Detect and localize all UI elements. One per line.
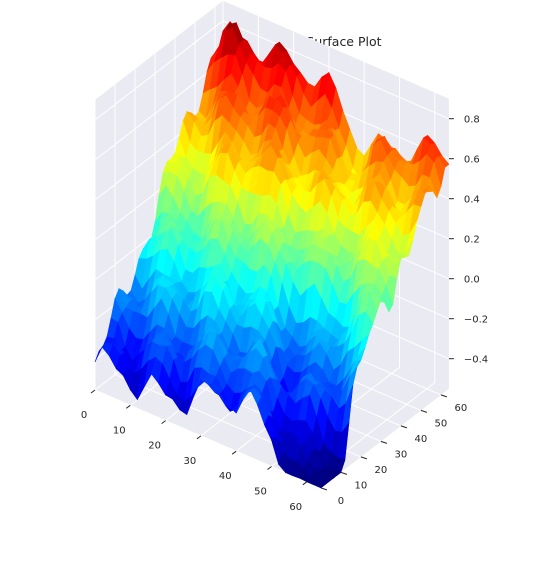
y-tick-mark — [440, 394, 448, 398]
y-tick-mark — [340, 471, 348, 475]
surface-patch — [313, 481, 326, 489]
y-tick-mark — [400, 425, 408, 429]
y-tick-label: 10 — [355, 480, 368, 491]
grid-line-left-z — [94, 60, 224, 161]
x-tick-mark — [126, 404, 131, 409]
x-tick-mark — [231, 450, 237, 455]
surface-mesh — [94, 21, 450, 489]
x-tick-mark — [90, 389, 96, 394]
x-tick-label: 60 — [289, 502, 302, 513]
x-tick-label: 20 — [148, 441, 161, 452]
grid-line-left-z — [94, 20, 224, 121]
x-tick-mark — [196, 435, 202, 440]
grid-line-back-z — [222, 20, 450, 120]
y-tick-mark — [360, 456, 368, 460]
x-tick-label: 30 — [184, 456, 197, 467]
z-tick-label: −0.2 — [464, 315, 488, 326]
z-tick-label: 0.4 — [464, 195, 480, 206]
z-tick-label: 0.2 — [464, 235, 480, 246]
y-tick-mark — [420, 409, 428, 413]
y-tick-label: 60 — [455, 403, 468, 414]
y-tick-label: 40 — [415, 434, 428, 445]
x-tick-mark — [267, 466, 272, 470]
x-tick-mark — [302, 481, 308, 486]
grid-line-floor-y — [94, 389, 322, 489]
y-tick-label: 20 — [375, 465, 388, 476]
x-tick-label: 10 — [113, 425, 126, 436]
y-tick-label: 0 — [338, 496, 344, 507]
z-tick-label: 0.6 — [464, 155, 480, 166]
z-tick-label: 0.8 — [464, 115, 480, 126]
x-tick-label: 40 — [219, 471, 232, 482]
x-tick-mark — [161, 420, 166, 425]
z-tick-label: −0.4 — [464, 355, 488, 366]
x-tick-label: 50 — [254, 487, 267, 498]
y-tick-label: 50 — [435, 418, 448, 429]
z-tick-label: 0.0 — [464, 275, 480, 286]
y-tick-mark — [380, 440, 388, 444]
y-tick-label: 30 — [395, 449, 408, 460]
y-tick-mark — [320, 487, 328, 491]
x-tick-label: 0 — [81, 410, 87, 421]
axis-ticks: 0 10 20 30 40 50 60 0 10 20 30 40 50 60 −0.4 −0.2 0.0 0.2… — [81, 115, 488, 513]
